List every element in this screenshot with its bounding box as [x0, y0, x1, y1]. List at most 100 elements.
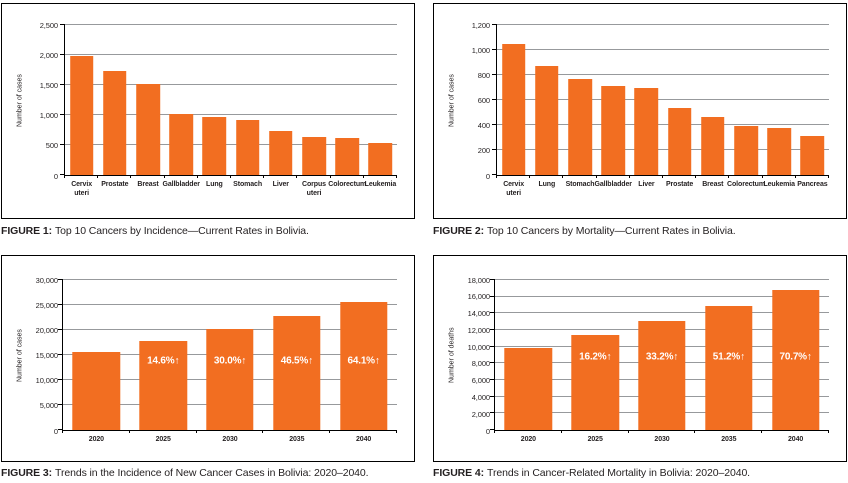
- bar: [103, 71, 127, 175]
- y-tick-label: 15,000: [35, 350, 58, 360]
- gridline: [495, 295, 829, 297]
- bar: [339, 302, 388, 430]
- x-axis-tick: [694, 430, 696, 433]
- x-axis-tick: [396, 175, 397, 178]
- y-axis-tick: [58, 329, 63, 330]
- bar: [139, 340, 187, 430]
- x-axis-tick: [695, 175, 697, 178]
- bar: [269, 130, 293, 175]
- figure-3-chart: Number of cases 0 5,000 10,000 15,000 20,000…: [1, 255, 415, 462]
- x-axis-label: 2035: [289, 436, 305, 443]
- y-axis-tick: [490, 329, 495, 330]
- figure-1-chart: Number of cases 0 500 1,000 1,500 2,000 2,500…: [1, 3, 415, 219]
- figure-3: Number of cases 0 5,000 10,000 15,000 20,000…: [1, 255, 415, 479]
- x-axis-label: 2020: [88, 436, 104, 443]
- x-axis-tick: [529, 175, 531, 178]
- bar: [638, 321, 686, 430]
- y-axis-tick: [60, 144, 65, 145]
- x-axis-label: Lung: [206, 181, 223, 188]
- y-axis-tick: [490, 429, 495, 430]
- figure-caption-text: Top 10 Cancers by Incidence—Current Rate…: [55, 225, 309, 237]
- x-axis-label: 2025: [155, 436, 171, 443]
- y-tick-label: 0: [53, 171, 58, 181]
- x-axis-label: 2040: [788, 436, 804, 443]
- plot-area: 2020 2025 14.6%↑ 2030 30.0%↑ 2035 46.5%↑ 2040 64…: [58, 279, 397, 443]
- x-axis-label: Breast: [137, 181, 159, 188]
- bar-percent-label: 33.2%↑: [645, 351, 679, 363]
- y-tick-label: 1,000: [471, 45, 490, 55]
- y-tick-label: 20,000: [35, 325, 58, 335]
- y-tick-label: 1,200: [471, 20, 490, 30]
- bar: [235, 120, 260, 175]
- bar-percent-label: 64.1%↑: [347, 355, 380, 367]
- bar-percent-label: 14.6%↑: [147, 355, 180, 367]
- x-axis-tick: [195, 430, 197, 433]
- y-tick-label: 1,500: [39, 80, 58, 90]
- y-tick-label: 12,000: [467, 325, 490, 335]
- y-axis-tick: [492, 74, 497, 75]
- bar: [501, 43, 526, 175]
- x-axis-label: Liver: [638, 181, 655, 188]
- figure-label: FIGURE 3:: [1, 467, 53, 479]
- x-axis-tick: [362, 175, 364, 178]
- figure-label: FIGURE 2:: [433, 225, 485, 237]
- y-axis-tick-labels: 0 2,000 4,000 6,000 8,000 10,000 12,000 14,000 1…: [434, 276, 490, 434]
- y-tick-label: 10,000: [35, 375, 58, 385]
- y-axis-tick: [58, 354, 63, 355]
- y-tick-label: 1,000: [39, 110, 58, 120]
- x-axis-tick: [128, 430, 130, 433]
- y-tick-label: 0: [485, 426, 490, 436]
- gridline: [65, 144, 397, 145]
- bar: [571, 335, 619, 430]
- y-axis-tick: [58, 404, 63, 405]
- y-axis-tick: [490, 395, 495, 397]
- x-axis-tick: [562, 175, 564, 178]
- y-axis-tick: [58, 379, 63, 380]
- x-axis-tick: [560, 430, 562, 433]
- bar: [705, 306, 753, 430]
- gridline: [497, 124, 829, 125]
- y-tick-label: 600: [477, 95, 490, 105]
- y-tick-label: 0: [485, 171, 490, 181]
- bar: [667, 107, 692, 175]
- x-axis-label: Leukemia: [763, 181, 795, 188]
- y-axis-tick: [60, 114, 65, 115]
- figure-4-chart: Number of deaths 0 2,000 4,000 6,000 8,000 10…: [433, 255, 847, 462]
- x-axis-label: Stomach: [565, 181, 595, 188]
- x-axis-tick: [828, 430, 829, 433]
- bar: [69, 56, 94, 175]
- x-axis-label: Prostate: [665, 181, 694, 188]
- x-axis-tick: [761, 430, 763, 433]
- bar: [206, 328, 254, 430]
- y-axis-tick: [492, 49, 497, 50]
- x-axis-tick: [296, 175, 298, 178]
- figure-1-caption: FIGURE 1: Top 10 Cancers by Incidence—Cur…: [1, 225, 415, 237]
- y-axis-tick: [490, 279, 495, 280]
- figure-label: FIGURE 1:: [1, 225, 53, 237]
- y-tick-label: 5,000: [39, 401, 58, 411]
- x-axis-label: Stomach: [233, 181, 263, 188]
- bar: [535, 66, 559, 175]
- x-axis-label: Leukemia: [364, 181, 397, 188]
- x-axis-label: 2020: [520, 436, 536, 443]
- gridline: [65, 84, 397, 85]
- x-axis-tick: [627, 430, 629, 433]
- x-axis-tick: [196, 175, 198, 178]
- x-axis-tick: [262, 430, 264, 433]
- bar: [368, 142, 393, 175]
- figure-4: Number of deaths 0 2,000 4,000 6,000 8,000 10…: [433, 255, 847, 479]
- figure-label: FIGURE 4:: [433, 467, 485, 479]
- y-axis-tick: [492, 24, 497, 25]
- y-axis-tick: [490, 312, 495, 314]
- x-axis-label: Lung: [538, 181, 556, 188]
- y-axis-tick: [490, 362, 495, 364]
- x-axis-tick: [329, 430, 331, 433]
- x-axis-tick: [494, 430, 495, 433]
- x-axis-label: Gallbladder: [162, 181, 200, 188]
- y-axis-tick: [492, 99, 497, 100]
- gridline: [497, 49, 829, 50]
- y-axis-tick: [60, 84, 65, 85]
- x-axis-label: 2035: [721, 436, 737, 443]
- y-tick-label: 200: [477, 146, 490, 156]
- y-axis-tick: [60, 24, 65, 25]
